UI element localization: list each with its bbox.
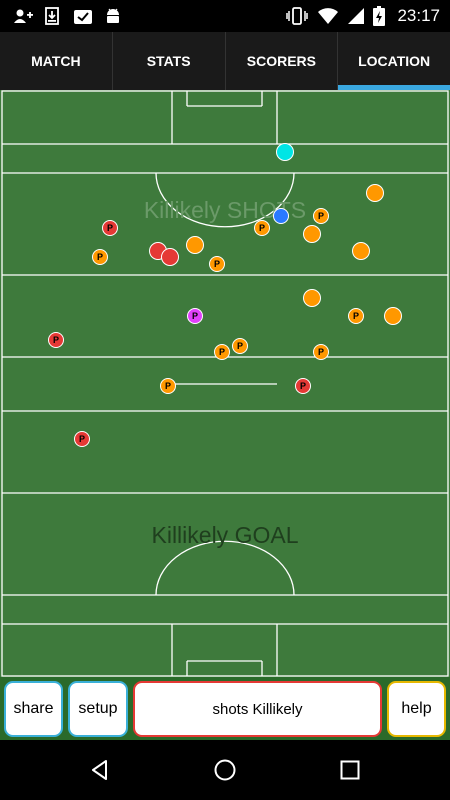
penalty-shot-marker[interactable]: P [187, 308, 203, 324]
back-icon[interactable] [88, 758, 112, 782]
tab-label: MATCH [31, 53, 81, 69]
status-time: 23:17 [397, 6, 440, 25]
tab-bar: MATCH STATS SCORERS LOCATION [0, 32, 450, 90]
shot-marker[interactable] [352, 242, 370, 260]
add-person-icon [12, 7, 34, 25]
shots-mode-button[interactable]: shots Killikely [133, 681, 382, 737]
bottom-toolbar: share setup shots Killikely help [0, 677, 450, 740]
android-icon [104, 7, 122, 25]
shot-marker[interactable] [303, 225, 321, 243]
tab-label: STATS [146, 53, 191, 69]
shot-marker[interactable] [366, 184, 384, 202]
tab-location[interactable]: LOCATION [338, 32, 450, 90]
tab-scorers[interactable]: SCORERS [226, 32, 339, 90]
vibrate-icon [286, 7, 308, 25]
shots-mode-label: shots Killikely [212, 701, 303, 718]
shot-marker[interactable] [384, 307, 402, 325]
tab-match[interactable]: MATCH [0, 32, 113, 90]
shot-marker[interactable] [276, 143, 294, 161]
battery-icon [372, 6, 386, 26]
nav-bar [0, 740, 450, 800]
penalty-shot-marker[interactable]: P [348, 308, 364, 324]
penalty-shot-marker[interactable]: P [102, 220, 118, 236]
shot-marker[interactable] [186, 236, 204, 254]
penalty-shot-marker[interactable]: P [48, 332, 64, 348]
home-icon[interactable] [213, 758, 237, 782]
penalty-shot-marker[interactable]: P [214, 344, 230, 360]
share-button-label: share [13, 700, 54, 717]
penalty-shot-marker[interactable]: P [92, 249, 108, 265]
share-button[interactable]: share [4, 681, 63, 737]
penalty-shot-marker[interactable]: P [295, 378, 311, 394]
penalty-shot-marker[interactable]: P [160, 378, 176, 394]
tab-label: LOCATION [358, 53, 431, 69]
signal-icon [346, 7, 366, 25]
status-bar: 23:17 [0, 0, 450, 32]
tab-label: SCORERS [246, 53, 316, 69]
download-icon [44, 7, 60, 25]
penalty-shot-marker[interactable]: P [254, 220, 270, 236]
pitch-lines: Killikely SHOTS Killikely GOAL [1, 90, 449, 677]
lower-area-label: Killikely GOAL [152, 522, 299, 548]
recents-icon[interactable] [338, 758, 362, 782]
clipboard-check-icon [72, 7, 94, 25]
help-button-label: help [401, 700, 432, 717]
setup-button-label: setup [78, 700, 118, 717]
help-button[interactable]: help [387, 681, 446, 737]
shot-marker[interactable] [161, 248, 179, 266]
penalty-shot-marker[interactable]: P [74, 431, 90, 447]
shot-marker[interactable] [273, 208, 289, 224]
setup-button[interactable]: setup [68, 681, 128, 737]
penalty-shot-marker[interactable]: P [209, 256, 225, 272]
shot-marker[interactable] [303, 289, 321, 307]
penalty-shot-marker[interactable]: P [313, 208, 329, 224]
penalty-shot-marker[interactable]: P [313, 344, 329, 360]
tab-stats[interactable]: STATS [113, 32, 226, 90]
penalty-shot-marker[interactable]: P [232, 338, 248, 354]
wifi-icon [316, 7, 340, 25]
